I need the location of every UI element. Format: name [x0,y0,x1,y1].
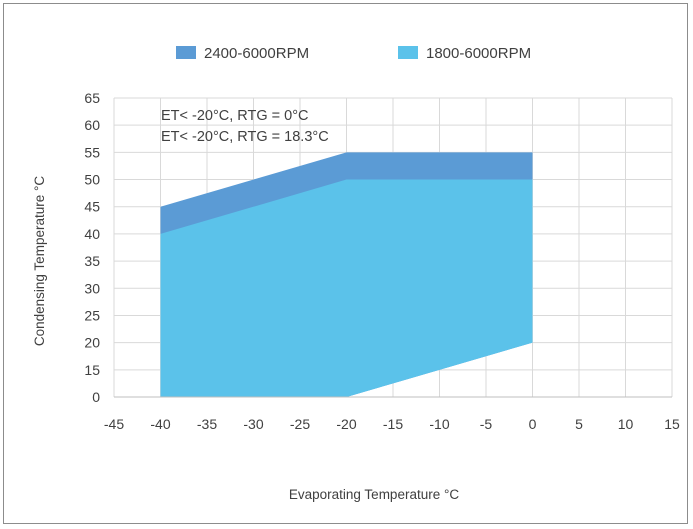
y-tick-label: 30 [84,280,100,296]
y-axis-title: Condensing Temperature °C [32,176,47,346]
y-tick-label: 50 [84,172,100,188]
y-tick-label: 40 [84,226,100,242]
plot-areas [160,152,533,397]
y-tick-label: 60 [84,117,100,133]
x-tick-label: -35 [197,416,217,432]
x-tick-label: -45 [104,416,124,432]
legend-label-1800-6000rpm: 1800-6000RPM [426,45,531,62]
annotation-rtg-0: ET< -20°C, RTG = 0°C [161,108,309,124]
x-tick-label: -10 [429,416,449,432]
x-tick-label: -5 [480,416,493,432]
legend-label-2400-6000rpm: 2400-6000RPM [204,45,309,62]
x-tick-labels: -45 -40 -35 -30 -25 -20 -15 -10 -5 0 5 10 15 [104,416,680,432]
x-tick-label: 15 [664,416,680,432]
legend-swatch-2400-6000rpm [176,46,196,59]
x-tick-label: -25 [290,416,310,432]
annotation-rtg-18-3: ET< -20°C, RTG = 18.3°C [161,129,329,145]
y-tick-label: 0 [92,389,100,405]
x-tick-label: -30 [243,416,263,432]
x-tick-label: -20 [336,416,356,432]
y-tick-label: 20 [84,335,100,351]
legend-swatch-1800-6000rpm [398,46,418,59]
y-tick-label: 15 [84,362,100,378]
x-tick-label: -15 [383,416,403,432]
y-tick-label: 35 [84,253,100,269]
x-tick-label: 10 [618,416,634,432]
x-tick-label: 0 [529,416,537,432]
area-series-1800-6000rpm [160,179,533,397]
y-tick-label: 45 [84,199,100,215]
y-tick-label: 25 [84,307,100,323]
y-tick-labels: 0 15 20 25 30 35 40 45 50 55 60 65 [84,90,100,405]
legend: 2400-6000RPM 1800-6000RPM [176,45,531,62]
x-axis-title: Evaporating Temperature °C [289,487,459,502]
x-tick-label: 5 [575,416,583,432]
y-tick-label: 65 [84,90,100,106]
x-tick-label: -40 [150,416,170,432]
y-tick-label: 55 [84,144,100,160]
